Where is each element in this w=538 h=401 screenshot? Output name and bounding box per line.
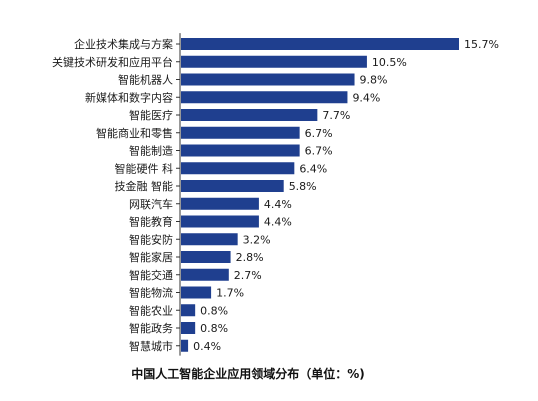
category-label: 智能交通 <box>129 268 173 282</box>
bar <box>181 91 348 104</box>
category-label: 智能硬件 科 <box>115 161 174 175</box>
category-label: 企业技术集成与方案 <box>74 37 173 51</box>
category-label: 智能医疗 <box>129 108 173 122</box>
category-label: 智能农业 <box>129 303 173 317</box>
bar <box>181 126 300 139</box>
value-label: 6.4% <box>299 162 327 175</box>
value-label: 9.4% <box>352 91 380 104</box>
value-labels: 15.7% 10.5% 9.8% 9.4%7.7% 6.7% 6.7% 6.4% 5.8% 4.… <box>193 38 499 353</box>
value-label: 0.4% <box>193 340 221 353</box>
axis-layer <box>176 33 181 356</box>
bar <box>181 55 367 68</box>
value-label: 0.8% <box>200 304 228 317</box>
value-label: 6.7% <box>305 145 333 158</box>
category-label: 智能家居 <box>129 250 173 264</box>
bar <box>181 339 189 352</box>
category-label: 网联汽车 <box>129 197 173 211</box>
value-label: 1.7% <box>216 287 244 300</box>
bar <box>181 251 231 263</box>
value-label: 9.8% <box>360 74 388 87</box>
category-label: 智能政务 <box>129 321 173 335</box>
category-label: 智能商业和零售 <box>96 126 173 140</box>
bar <box>181 268 229 281</box>
value-label: 15.7% <box>464 38 499 51</box>
bars-layer <box>181 38 459 352</box>
bar <box>181 73 355 86</box>
bar <box>181 162 295 175</box>
value-label: 5.8% <box>289 180 317 193</box>
bar <box>181 304 196 317</box>
value-label: 7.7% <box>322 109 350 122</box>
category-label: 智能制造 <box>129 144 173 158</box>
value-label: 3.2% <box>243 233 271 246</box>
value-label: 4.4% <box>264 198 292 211</box>
bar <box>181 197 259 210</box>
category-label: 新媒体和数字内容 <box>85 90 173 104</box>
bar <box>181 322 196 334</box>
bar <box>181 109 318 121</box>
value-label: 2.8% <box>236 251 264 264</box>
category-label: 智能教育 <box>129 215 173 229</box>
category-label: 智能机器人 <box>118 73 173 87</box>
bar <box>181 215 259 228</box>
category-label: 智能安防 <box>129 232 173 246</box>
bar <box>181 233 238 246</box>
bar <box>181 38 459 50</box>
value-label: 2.7% <box>234 269 262 282</box>
value-label: 10.5% <box>372 56 407 69</box>
bar <box>181 286 212 299</box>
category-labels: 企业技术集成与方案关键技术研发和应用平台智能机器人新媒体和数字内容智能医疗智能商… <box>52 37 173 353</box>
value-label: 6.7% <box>305 127 333 140</box>
category-label: 关键技术研发和应用平台 <box>52 55 173 69</box>
value-label: 4.4% <box>264 216 292 229</box>
bar <box>181 144 300 157</box>
chart-title: 中国人工智能企业应用领域分布（单位：%) <box>131 366 365 381</box>
bar <box>181 180 284 192</box>
category-label: 技金融 智能 <box>115 179 174 193</box>
category-label: 智能物流 <box>129 286 173 300</box>
value-label: 0.8% <box>200 322 228 335</box>
category-label: 智慧城市 <box>129 339 173 353</box>
